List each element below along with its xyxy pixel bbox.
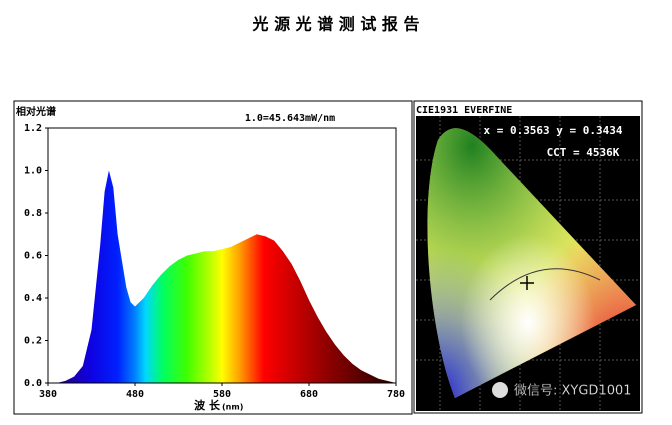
plot: 0.0 0.2 0.4 0.6 0.8 1.0 1.2 380 480 580 680 780 bbox=[24, 123, 405, 400]
x-tick-label: 380 bbox=[39, 389, 57, 400]
cie-title: CIE1931 EVERFINE bbox=[416, 105, 512, 116]
watermark-icon bbox=[492, 382, 508, 398]
x-tick-label: 580 bbox=[213, 389, 231, 400]
watermark: 微信号: XYGD1001 bbox=[514, 384, 632, 399]
spectrum-frame bbox=[13, 100, 413, 415]
y-tick-label: 0.2 bbox=[24, 336, 42, 347]
x-tick-label: 480 bbox=[126, 389, 144, 400]
x-tick-label: 780 bbox=[387, 389, 405, 400]
y-tick-label: 0.4 bbox=[24, 293, 42, 304]
planckian-locus bbox=[489, 268, 601, 301]
y-tick-label: 0.0 bbox=[24, 378, 42, 389]
y-tick-label: 1.0 bbox=[24, 166, 42, 177]
y-axis-label: 相对光谱 bbox=[16, 105, 56, 118]
y-tick-label: 1.2 bbox=[24, 123, 42, 134]
spectrum-area bbox=[48, 170, 396, 383]
y-tick-label: 0.8 bbox=[24, 208, 42, 219]
x-axis-label: 波 长 bbox=[194, 398, 221, 412]
plot-frame bbox=[47, 127, 397, 384]
page-title: 光 源 光 谱 测 试 报 告 bbox=[252, 15, 420, 34]
x-axis-unit: (nm) bbox=[222, 403, 243, 412]
x-tick-label: 680 bbox=[300, 389, 318, 400]
cie-point bbox=[520, 276, 534, 290]
y-tick-label: 0.6 bbox=[24, 251, 42, 262]
annotation: 1.0=45.643mW/nm bbox=[245, 113, 335, 124]
cie-cct: CCT = 4536K bbox=[547, 146, 620, 159]
cie-coords: x = 0.3563 y = 0.3434 bbox=[483, 124, 622, 137]
